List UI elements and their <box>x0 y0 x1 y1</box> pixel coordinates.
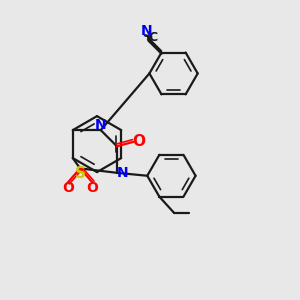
Text: O: O <box>62 182 74 195</box>
Text: C: C <box>148 31 157 44</box>
Text: N: N <box>141 24 152 38</box>
Text: O: O <box>87 182 98 195</box>
Text: N: N <box>116 166 128 180</box>
Text: S: S <box>75 166 86 181</box>
Text: O: O <box>132 134 145 149</box>
Text: N: N <box>95 118 106 132</box>
